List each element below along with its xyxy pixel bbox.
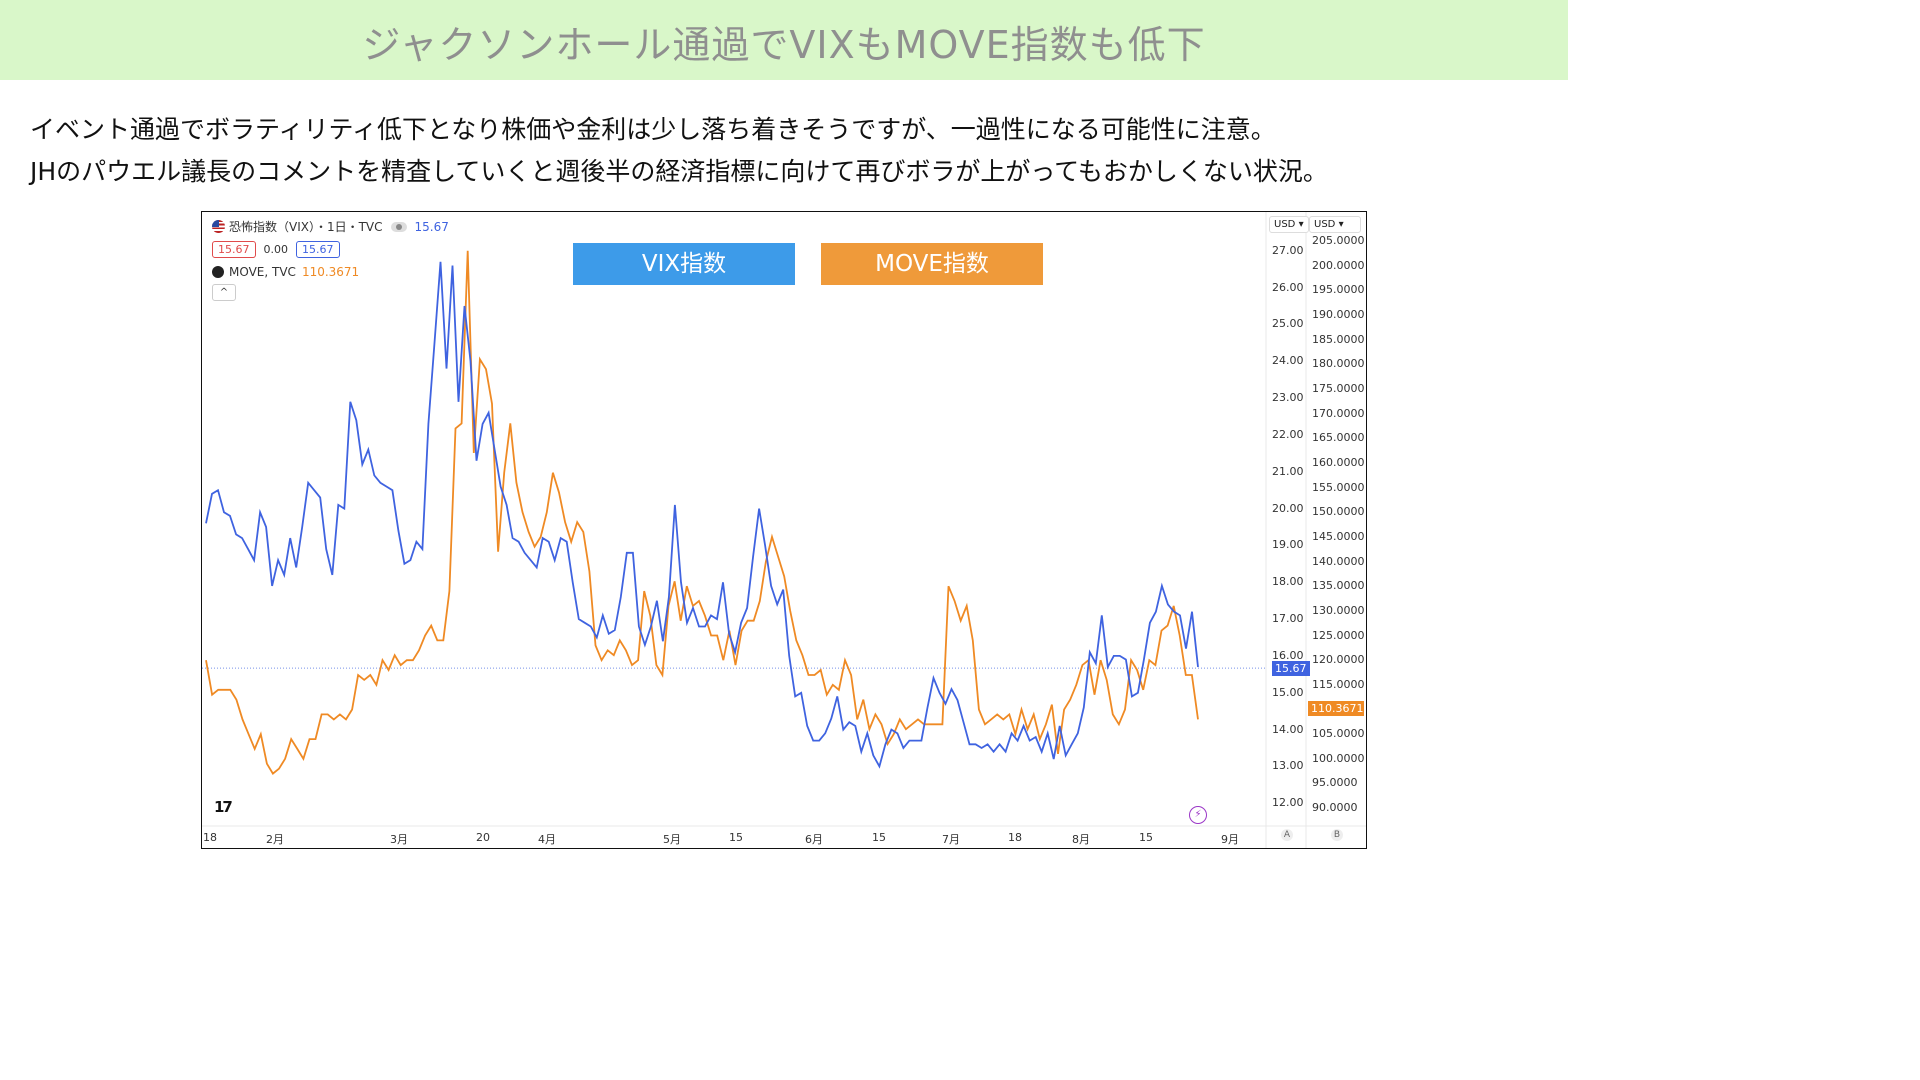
change-value: 0.00 xyxy=(263,243,289,256)
left-axis-currency-dropdown[interactable]: USD ▾ xyxy=(1269,216,1309,233)
left-axis-tick: 25.00 xyxy=(1272,317,1304,331)
vix-legend-box: VIX指数 xyxy=(573,243,795,285)
right-axis-currency-dropdown[interactable]: USD ▾ xyxy=(1309,216,1361,233)
move-last-value: 110.3671 xyxy=(301,265,360,279)
axis-marker-a[interactable]: A xyxy=(1281,829,1293,841)
right-axis-tick: 180.0000 xyxy=(1312,357,1365,371)
left-axis-tick: 18.00 xyxy=(1272,575,1304,589)
right-axis-tick: 175.0000 xyxy=(1312,381,1365,395)
left-axis-tick: 27.00 xyxy=(1272,243,1304,257)
left-axis-tick: 12.00 xyxy=(1272,796,1304,810)
tradingview-logo: 17 xyxy=(214,798,233,816)
x-axis-tick: 2月 xyxy=(266,833,284,846)
collapse-legend-button[interactable]: ^ xyxy=(212,284,236,301)
left-axis-tick: 23.00 xyxy=(1272,391,1304,405)
x-axis-tick: 9月 xyxy=(1221,833,1239,846)
ohlc-row: 15.67 0.00 15.67 xyxy=(212,241,340,258)
x-axis-tick: 7月 xyxy=(942,833,960,846)
body-text-line-1: イベント通過でボラティリティ低下となり株価や金利は少し落ち着きそうですが、一過性… xyxy=(30,115,1276,144)
open-box: 15.67 xyxy=(212,241,256,258)
left-currency-label: USD xyxy=(1274,219,1296,230)
right-axis-tick: 115.0000 xyxy=(1312,677,1365,691)
left-axis-tick: 24.00 xyxy=(1272,354,1304,368)
move-series-line xyxy=(205,250,1199,775)
x-axis-tick: 15 xyxy=(729,831,743,844)
right-axis-tick: 95.0000 xyxy=(1312,776,1358,790)
left-axis-tick: 15.00 xyxy=(1272,685,1304,699)
x-axis-tick: 3月 xyxy=(390,833,408,846)
close-box: 15.67 xyxy=(296,241,340,258)
move-legend-box: MOVE指数 xyxy=(821,243,1043,285)
symbol-title: 恐怖指数（VIX）・1日・TVC xyxy=(229,220,383,234)
body-text-line-2: JHのパウエル議長のコメントを精査していくと週後半の経済指標に向けて再びボラが上… xyxy=(30,157,1328,186)
x-axis-tick: 8月 xyxy=(1072,833,1090,846)
vix-price-tag: 15.67 xyxy=(1272,661,1310,677)
left-axis-tick: 19.00 xyxy=(1272,538,1304,552)
us-flag-icon xyxy=(212,220,225,233)
right-axis-tick: 120.0000 xyxy=(1312,653,1365,667)
right-axis-tick: 145.0000 xyxy=(1312,529,1365,543)
chevron-down-icon: ▾ xyxy=(1338,219,1344,230)
right-axis-tick: 90.0000 xyxy=(1312,801,1358,815)
left-axis-tick: 16.00 xyxy=(1272,648,1304,662)
symbol-row[interactable]: 恐怖指数（VIX）・1日・TVC 15.67 xyxy=(212,218,449,235)
left-axis-tick: 26.00 xyxy=(1272,280,1304,294)
right-axis-tick: 100.0000 xyxy=(1312,751,1365,765)
vix-last-value: 15.67 xyxy=(414,219,449,234)
right-axis-tick: 130.0000 xyxy=(1312,603,1365,617)
move-price-tag: 110.3671 xyxy=(1308,700,1364,716)
page-title: ジャクソンホール通過でVIXもMOVE指数も低下 xyxy=(362,23,1206,67)
axis-marker-b[interactable]: B xyxy=(1331,829,1343,841)
right-axis-tick: 200.0000 xyxy=(1312,258,1365,272)
left-axis-tick: 17.00 xyxy=(1272,612,1304,626)
x-axis-tick: 18 xyxy=(203,831,217,844)
right-axis-tick: 185.0000 xyxy=(1312,332,1365,346)
left-axis-tick: 20.00 xyxy=(1272,501,1304,515)
right-axis-tick: 165.0000 xyxy=(1312,431,1365,445)
right-axis-tick: 170.0000 xyxy=(1312,406,1365,420)
left-axis-tick: 13.00 xyxy=(1272,759,1304,773)
x-axis-tick: 4月 xyxy=(538,833,556,846)
right-axis-tick: 125.0000 xyxy=(1312,628,1365,642)
left-axis-tick: 14.00 xyxy=(1272,722,1304,736)
x-axis-tick: 5月 xyxy=(663,833,681,846)
right-axis-tick: 150.0000 xyxy=(1312,505,1365,519)
right-currency-label: USD xyxy=(1314,219,1336,230)
left-axis-tick: 21.00 xyxy=(1272,464,1304,478)
lightning-icon[interactable]: ⚡ xyxy=(1189,806,1207,824)
x-axis-tick: 15 xyxy=(1139,831,1153,844)
move-title: MOVE, TVC xyxy=(229,265,296,279)
right-axis-tick: 195.0000 xyxy=(1312,283,1365,297)
right-axis-tick: 105.0000 xyxy=(1312,727,1365,741)
x-axis-tick: 15 xyxy=(872,831,886,844)
x-axis-tick: 6月 xyxy=(805,833,823,846)
x-axis-tick: 18 xyxy=(1008,831,1022,844)
right-axis-tick: 140.0000 xyxy=(1312,554,1365,568)
chevron-down-icon: ▾ xyxy=(1298,219,1304,230)
chart-frame: 恐怖指数（VIX）・1日・TVC 15.67 15.67 0.00 15.67 … xyxy=(201,211,1367,849)
move-symbol-icon xyxy=(212,266,224,278)
chart-plot xyxy=(202,212,1366,848)
right-axis-tick: 155.0000 xyxy=(1312,480,1365,494)
left-axis-tick: 22.00 xyxy=(1272,427,1304,441)
move-row[interactable]: MOVE, TVC 110.3671 xyxy=(212,265,359,279)
right-axis-tick: 205.0000 xyxy=(1312,233,1365,247)
vix-series-line xyxy=(205,261,1199,769)
visibility-eye-icon[interactable] xyxy=(390,221,407,232)
title-banner: ジャクソンホール通過でVIXもMOVE指数も低下 xyxy=(0,0,1568,80)
right-axis-tick: 190.0000 xyxy=(1312,307,1365,321)
x-axis-tick: 20 xyxy=(476,831,490,844)
right-axis-tick: 160.0000 xyxy=(1312,455,1365,469)
right-axis-tick: 135.0000 xyxy=(1312,579,1365,593)
